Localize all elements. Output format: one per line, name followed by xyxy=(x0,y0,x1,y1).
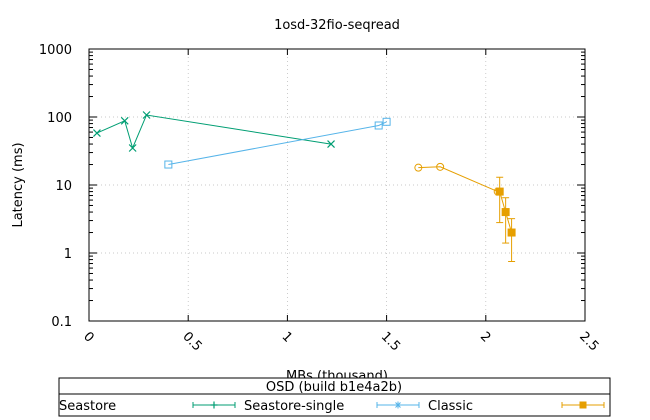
data-point xyxy=(495,187,504,196)
series-line xyxy=(168,121,387,165)
data-point xyxy=(414,163,423,172)
legend-box xyxy=(58,377,611,417)
y-axis-label: Latency (ms) xyxy=(11,142,26,227)
legend-sample-marker xyxy=(210,401,218,409)
legend-sample-1 xyxy=(376,401,420,409)
legend-label-seastore: Seastore xyxy=(59,399,116,414)
y-tick-labels: 0.1 1 10 100 1000 xyxy=(39,43,72,330)
x-tick-label: 2.5 xyxy=(576,329,601,354)
data-point xyxy=(382,117,391,126)
series-0 xyxy=(93,111,335,152)
x-tick-labels: 0 0.5 1 1.5 2 2.5 xyxy=(80,329,601,354)
y-tick-label: 10 xyxy=(55,179,72,194)
legend-sample-2 xyxy=(561,401,605,409)
data-point xyxy=(93,129,101,138)
y-tick-label: 100 xyxy=(47,111,72,126)
y-tick-label: 0.1 xyxy=(51,315,72,330)
y-tick-label: 1000 xyxy=(39,43,72,58)
legend-sample-0 xyxy=(192,401,236,409)
data-point xyxy=(374,121,383,130)
legend-sample-marker xyxy=(394,401,402,409)
y-tick-label: 1 xyxy=(64,247,72,262)
chart-title: 1osd-32fio-seqread xyxy=(274,18,400,33)
data-point xyxy=(120,116,129,125)
legend-title: OSD (build b1e4a2b) xyxy=(266,380,402,395)
series-line xyxy=(96,114,332,150)
data-point xyxy=(164,160,173,169)
data-point xyxy=(128,144,137,152)
data-point xyxy=(501,208,510,217)
series-2 xyxy=(414,162,502,196)
series-line xyxy=(418,166,498,193)
x-tick-label: 0.5 xyxy=(179,329,204,354)
x-tick-label: 2 xyxy=(477,329,493,345)
series-3 xyxy=(495,176,516,262)
grid xyxy=(89,49,585,321)
legend-label-seastore-single: Seastore-single xyxy=(244,399,344,414)
data-point xyxy=(507,228,516,237)
x-tick-label: 1 xyxy=(279,329,295,345)
data-point xyxy=(327,140,335,148)
legend-label-classic: Classic xyxy=(428,399,473,414)
data-point xyxy=(142,111,151,119)
x-tick-label: 1.5 xyxy=(378,329,403,354)
legend: OSD (build b1e4a2b) Seastore Seastore-si… xyxy=(58,377,611,417)
axis-ticks xyxy=(88,48,586,322)
data-point xyxy=(436,162,445,171)
legend-samples xyxy=(192,401,605,409)
series-1 xyxy=(164,117,391,169)
series-layer xyxy=(93,111,516,262)
legend-sample-marker xyxy=(579,401,587,409)
x-tick-label: 0 xyxy=(80,329,96,345)
